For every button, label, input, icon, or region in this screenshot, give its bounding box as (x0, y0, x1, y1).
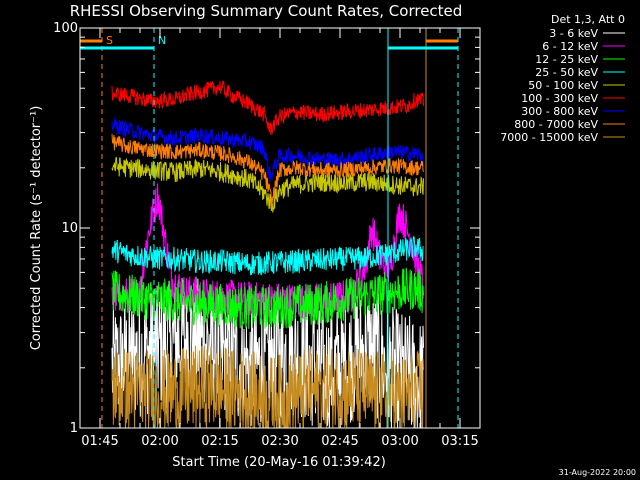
legend-label-0: 3 - 6 keV (549, 27, 598, 40)
y-tick-label: 10 (61, 221, 78, 236)
series-line-3 (111, 235, 424, 276)
legend-label-6: 300 - 800 keV (521, 105, 598, 118)
series-line-2 (111, 267, 424, 330)
legend-label-2: 12 - 25 keV (535, 53, 598, 66)
legend-label-7: 800 - 7000 keV (514, 118, 598, 131)
legend-label-4: 50 - 100 keV (528, 79, 598, 92)
x-axis: 01:45 02:00 02:15 02:30 02:45 03:00 03:15 (79, 28, 481, 449)
x-tick-label: 02:15 (201, 434, 238, 449)
x-tick-label: 03:00 (381, 434, 418, 449)
x-tick-label: 03:15 (441, 434, 478, 449)
y-tick-label: 100 (53, 21, 78, 36)
x-tick-label: 02:45 (321, 434, 358, 449)
legend-title: Det 1,3, Att 0 (551, 13, 625, 26)
series-line-4 (111, 156, 424, 213)
series-line-7 (111, 133, 424, 208)
legend-label-3: 25 - 50 keV (535, 66, 598, 79)
plot-area (111, 80, 424, 428)
x-tick-label: 02:00 (141, 434, 178, 449)
series-line-6 (111, 117, 424, 182)
legend-label-8: 7000 - 15000 keV (500, 131, 598, 144)
chart-title: RHESSI Observing Summary Count Rates, Co… (70, 2, 463, 20)
series-line-8 (111, 345, 424, 428)
x-tick-label: 02:30 (261, 434, 298, 449)
legend-label-5: 100 - 300 keV (521, 92, 598, 105)
footer-date: 31-Aug-2022 20:00 (559, 468, 636, 477)
legend-label-1: 6 - 12 keV (542, 40, 598, 53)
marker-label-1: N (158, 34, 166, 47)
marker-label-0: S (106, 34, 113, 47)
x-tick-label: 01:45 (81, 434, 118, 449)
y-axis-label: Corrected Count Rate (s⁻¹ detector⁻¹) (29, 106, 44, 351)
y-axis: 1 10 100 (53, 21, 480, 436)
x-axis-label: Start Time (20-May-16 01:39:42) (172, 455, 386, 470)
series-line-5 (111, 80, 424, 136)
y-tick-label: 1 (70, 421, 78, 436)
